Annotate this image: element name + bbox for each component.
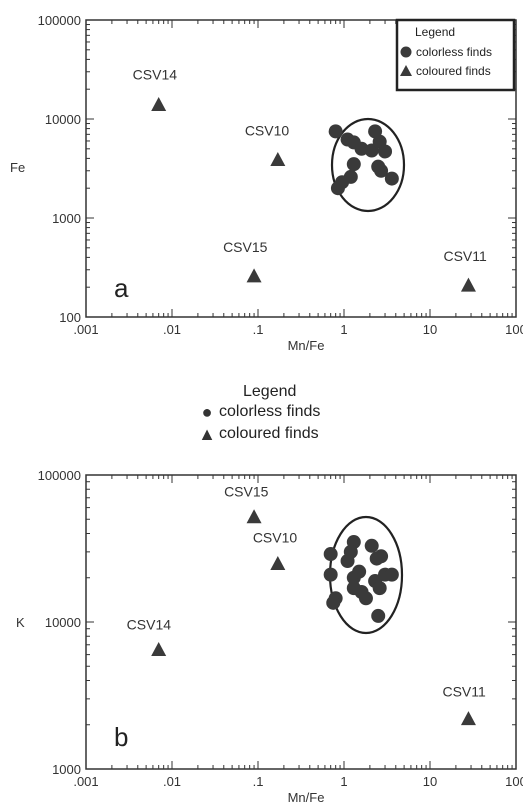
x-tick-label: .1 — [253, 774, 264, 789]
y-tick-label: 1000 — [52, 211, 81, 226]
x-tick-label: 1 — [340, 774, 347, 789]
coloured-find-point — [151, 642, 167, 657]
colorless-find-point — [346, 157, 361, 172]
point-label: CSV14 — [133, 67, 178, 83]
x-tick-label: .1 — [253, 322, 264, 337]
y-tick-label: 100000 — [38, 13, 81, 28]
coloured-find-point — [246, 509, 262, 524]
x-tick-label: 100 — [505, 322, 523, 337]
x-axis-title: Mn/Fe — [288, 338, 325, 353]
colorless-find-point — [358, 591, 373, 606]
triangle-marker-icon: ▲ — [198, 424, 216, 444]
colorless-find-point — [326, 595, 341, 610]
colorless-find-point — [364, 538, 379, 553]
middle-legend-title: Legend — [243, 383, 297, 400]
x-tick-label: .001 — [73, 774, 98, 789]
middle-legend-item-colorless: ● colorless finds — [195, 401, 321, 423]
colorless-find-point — [384, 171, 399, 186]
coloured-find-point — [270, 151, 286, 166]
y-tick-label: 100000 — [38, 468, 81, 483]
legend-box — [395, 18, 516, 92]
point-label: CSV11 — [442, 684, 486, 700]
coloured-find-point — [151, 97, 167, 112]
colorless-find-point — [328, 124, 343, 139]
colorless-find-point — [374, 163, 389, 178]
plot-frame — [85, 19, 517, 318]
coloured-find-point — [270, 556, 286, 571]
colorless-find-point — [371, 608, 386, 623]
point-label: CSV15 — [224, 484, 269, 500]
legend-label-coloured: coloured finds — [416, 64, 491, 78]
colorless-find-point — [372, 581, 387, 596]
point-label: CSV11 — [443, 248, 487, 264]
point-label: CSV10 — [245, 122, 290, 138]
y-axis-title: K — [16, 615, 25, 630]
legend-triangle-marker — [400, 65, 412, 76]
point-label: CSV10 — [253, 530, 298, 546]
coloured-find-point — [246, 268, 262, 283]
x-tick-label: .01 — [163, 322, 181, 337]
colorless-find-point — [343, 544, 358, 559]
colorless-find-point — [330, 181, 345, 196]
colorless-find-point — [323, 547, 338, 562]
x-tick-label: 1 — [340, 322, 347, 337]
panel-letter: a — [114, 273, 129, 303]
colorless-find-point — [323, 567, 338, 582]
x-tick-label: 10 — [423, 322, 437, 337]
colorless-find-point — [384, 567, 399, 582]
coloured-find-point — [460, 711, 476, 726]
y-tick-label: 10000 — [45, 112, 81, 127]
circle-marker-icon: ● — [201, 402, 213, 422]
legend-title: Legend — [415, 25, 455, 39]
y-tick-label: 100 — [59, 310, 81, 325]
point-label: CSV15 — [223, 239, 268, 255]
x-tick-label: .001 — [73, 322, 98, 337]
y-tick-label: 1000 — [52, 762, 81, 777]
colorless-find-point — [352, 564, 367, 579]
legend-label-colorless: colorless finds — [416, 45, 492, 59]
cluster-ellipse — [330, 117, 406, 213]
panel-b: .001 .01 .1 1 10 100 1000 10000 100000 Mn/Fe K CSV1… — [16, 468, 523, 805]
colorless-find-point — [378, 144, 393, 159]
middle-legend-item-coloured: ▲ coloured finds — [195, 423, 320, 445]
colorless-find-point — [374, 549, 389, 564]
legend-circle-marker — [400, 46, 412, 58]
x-tick-label: 10 — [423, 774, 437, 789]
point-label: CSV14 — [127, 617, 172, 633]
y-tick-label: 10000 — [45, 615, 81, 630]
coloured-find-point — [460, 277, 476, 292]
y-axis-title: Fe — [10, 160, 25, 175]
middle-legend-label-coloured: coloured finds — [219, 425, 319, 442]
middle-legend: Legend ● colorless finds ▲ coloured find… — [195, 383, 320, 445]
x-tick-label: .01 — [163, 774, 181, 789]
x-tick-label: 100 — [505, 774, 523, 789]
x-axis-title: Mn/Fe — [288, 790, 325, 805]
panel-letter: b — [114, 722, 128, 752]
middle-legend-label-colorless: colorless finds — [219, 403, 321, 420]
panel-a: .001 .01 .1 1 10 100 100 1000 10000 100000 Mn/Fe Fe… — [10, 13, 523, 353]
